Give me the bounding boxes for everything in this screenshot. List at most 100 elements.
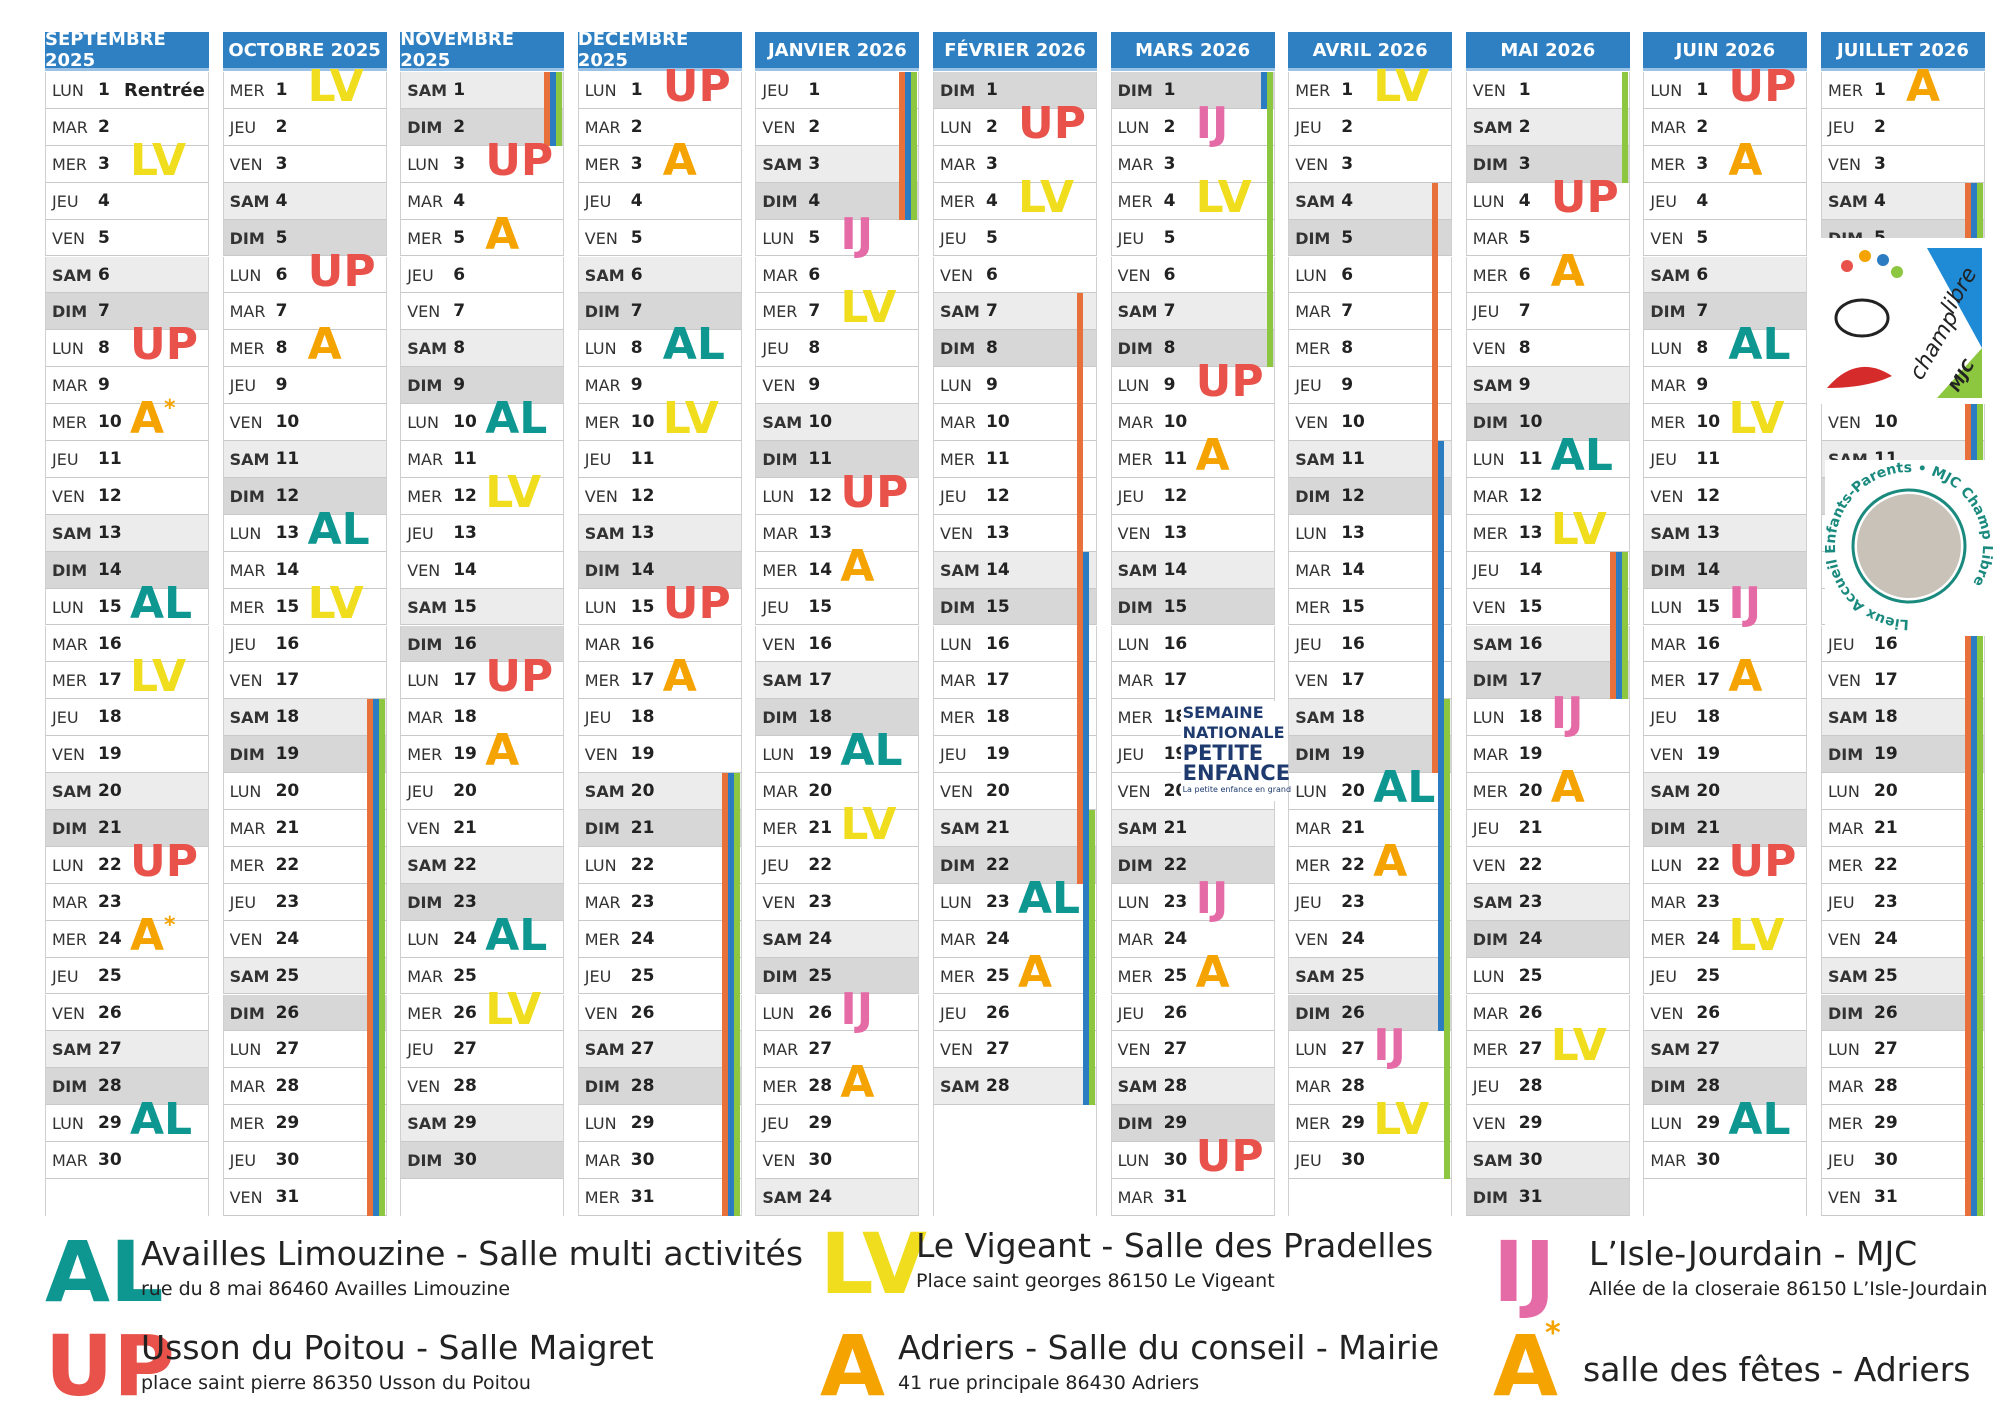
legend-item: AL Availles Limouzine - Salle multi activ… [45,1228,803,1318]
weekday: SAM [762,929,803,949]
day-number: 16 [808,633,833,654]
day-row: DIM 19 [1288,736,1453,774]
weekday: SAM [940,302,980,322]
day-row: LUN 3 UP [400,138,565,183]
week-badge: SEMAINE NATIONALE PETITE ENFANCE La petite e… [1180,701,1291,802]
day-number: 7 [275,301,288,322]
weekday: LUN [229,1040,262,1060]
day-number: 13 [98,522,122,543]
day-row: VEN 16 [755,625,920,663]
day-number: 15 [98,596,122,617]
weekday: MAR [407,966,444,986]
day-number: 10 [1518,412,1543,433]
day-number: 25 [1518,965,1543,986]
weekday: DIM [1472,154,1508,174]
weekday: MAR [762,1040,799,1060]
day-row: SAM 20 [1643,773,1808,810]
day-row: MER 29 [1821,1105,1985,1143]
weekday: SAM [1650,265,1691,285]
weekday: MER [940,450,976,469]
day-row: SAM 14 [1110,551,1275,589]
day-number: 14 [453,559,477,580]
day-row: MAR 24 [933,920,1097,958]
day-number: 21 [1696,818,1721,838]
weekday: SAM [940,1077,980,1097]
legend-address: place saint pierre 86350 Usson du Poitou [141,1372,531,1394]
weekday: LUN [584,339,617,359]
weekday: LUN [762,745,795,765]
day-number: 2 [1163,116,1176,137]
weekday: JEU [1117,1003,1145,1023]
weekday: VEN [52,745,86,765]
day-row: DIM 4 [755,182,920,220]
weekday: DIM [1472,413,1508,433]
weekday: LUN [1117,634,1150,654]
day-number: 28 [1696,1076,1721,1097]
weekday: VEN [940,265,974,285]
weekday: SAM [52,1040,92,1060]
weekday: LUN [1472,708,1505,728]
day-number: 3 [98,153,110,174]
event-code: UP [1195,1131,1264,1183]
day-number: 16 [1341,633,1365,654]
weekday: JEU [1295,376,1322,396]
day-row: MER 1 LV [222,65,387,109]
day-row: SAM 3 [755,145,920,183]
weekday: MAR [584,892,621,912]
day-number: 17 [98,670,122,691]
day-number: 23 [808,891,833,912]
weekday: LUN [940,376,972,396]
weekday: DIM [1828,745,1864,765]
event-code: A [1018,946,1053,998]
day-number: 26 [630,1002,655,1023]
weekday: MAR [52,634,88,654]
weekday: MAR [407,450,444,469]
day-number: 8 [98,338,110,359]
weekday: JEU [1828,117,1855,137]
event-code: A [1550,762,1585,814]
weekday: JEU [1828,1151,1855,1171]
weekday: SAM [52,523,92,543]
day-row: JEU 13 [400,514,565,552]
day-number: 22 [453,854,477,875]
weekday: MER [407,228,443,248]
day-number: 6 [1518,264,1531,285]
weekday: MAR [1295,302,1332,322]
day-number: 21 [808,818,833,838]
holiday-stripe [1609,551,1616,700]
day-row: VEN 20 [933,773,1097,810]
day-row: VEN 1 [1465,72,1630,109]
day-row: MAR 28 [1821,1068,1985,1106]
day-row: VEN 3 [222,145,387,183]
event-code: A [130,393,165,445]
weekday: VEN [407,302,441,322]
weekday: VEN [229,671,263,691]
weekday: SAM [229,450,270,469]
weekday: DIM [1472,929,1508,949]
day-number: 5 [98,227,110,248]
weekday: MER [1295,1114,1331,1134]
day-row: MER 25 A [933,950,1097,995]
day-number: 28 [453,1076,477,1097]
day-number: 20 [808,781,833,802]
day-row: SAM 15 [400,588,565,626]
day-number: 16 [453,633,477,654]
weekday: MER [584,671,620,691]
day-number: 16 [1874,633,1898,654]
day-number: 28 [1518,1076,1543,1097]
day-number: 7 [986,301,998,322]
weekday: SAM [407,81,448,100]
day-number: 13 [1518,522,1543,543]
weekday: LUN [407,154,439,174]
day-row: VEN 31 [222,1179,387,1216]
weekday: DIM [584,560,620,580]
weekday: MAR [762,523,799,543]
weekday: VEN [762,117,796,137]
day-row: JEU 4 [45,182,209,220]
day-row: JEU 20 [400,773,565,810]
day-number: 20 [630,781,655,802]
day-row: JEU 25 [45,957,209,995]
day-number: 11 [1518,449,1543,469]
day-row: MER 21 LV [755,803,920,847]
day-number: 9 [275,375,288,396]
